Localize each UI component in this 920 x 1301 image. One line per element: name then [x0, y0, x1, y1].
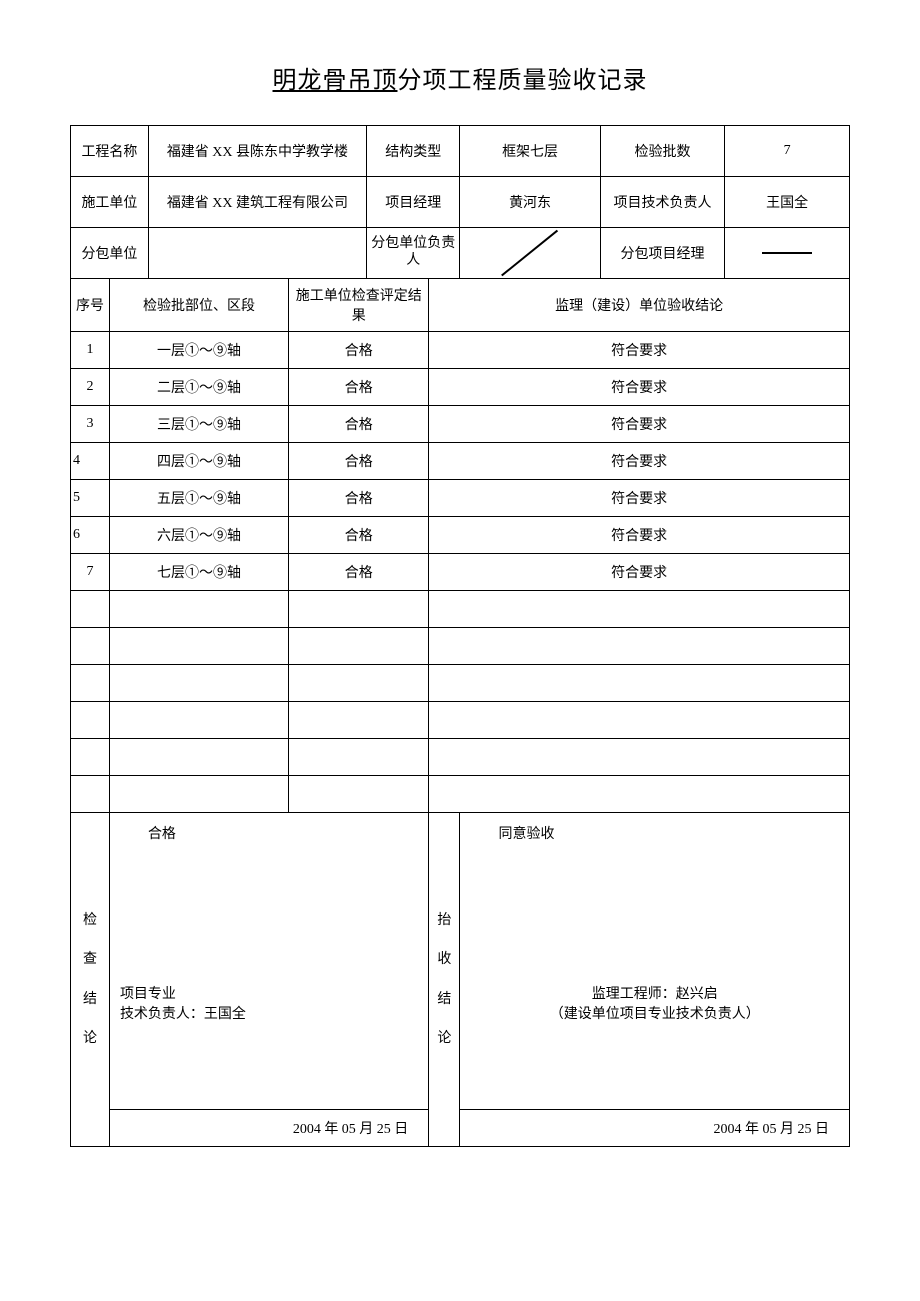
label-project-name: 工程名称	[71, 126, 149, 177]
value-batch-count: 7	[725, 126, 850, 177]
bottom-left-top: 合格	[120, 823, 418, 843]
label-construction-unit: 施工单位	[71, 177, 149, 228]
table-row-empty	[109, 702, 288, 739]
value-tech-lead: 王国全	[725, 177, 850, 228]
value-structure-type: 框架七层	[460, 126, 600, 177]
bottom-left-mid1: 项目专业	[120, 987, 176, 1002]
bottom-left-label: 检 查 结 论	[71, 813, 110, 1147]
value-pm: 黄河东	[460, 177, 600, 228]
bottom-right-label: 抬 收 结 论	[429, 813, 460, 1147]
label-tech-lead: 项目技术负责人	[600, 177, 725, 228]
table-row-conclusion: 符合要求	[429, 369, 850, 406]
bottom-left-block: 合格 项目专业 技术负责人：王国全	[109, 813, 428, 1110]
table-row-result: 合格	[289, 406, 429, 443]
main-table: 工程名称 福建省 XX 县陈东中学教学楼 结构类型 框架七层 检验批数 7 施工…	[70, 125, 850, 1147]
bottom-left-date: 2004 年 05 月 25 日	[109, 1110, 428, 1147]
table-row-empty	[289, 591, 429, 628]
table-row-empty	[429, 702, 850, 739]
table-row-empty	[71, 665, 110, 702]
value-project-name: 福建省 XX 县陈东中学教学楼	[148, 126, 366, 177]
table-row-location: 三层①～⑨轴	[109, 406, 288, 443]
value-subcontract-pm	[725, 228, 850, 279]
table-row-empty	[109, 739, 288, 776]
table-row-empty	[429, 591, 850, 628]
bottom-right-top: 同意验收	[470, 823, 839, 843]
bottom-left-mid2: 技术负责人：王国全	[120, 1007, 246, 1022]
table-row-empty	[429, 739, 850, 776]
table-row-location: 一层①～⑨轴	[109, 332, 288, 369]
table-row-location: 五层①～⑨轴	[109, 480, 288, 517]
bottom-right-mid1: 监理工程师：赵兴启	[592, 987, 718, 1002]
table-row-result: 合格	[289, 369, 429, 406]
value-construction-unit: 福建省 XX 建筑工程有限公司	[148, 177, 366, 228]
table-row-empty	[71, 591, 110, 628]
table-row-empty	[429, 628, 850, 665]
col-conclusion: 监理（建设）单位验收结论	[429, 279, 850, 332]
table-row-result: 合格	[289, 554, 429, 591]
table-row-conclusion: 符合要求	[429, 517, 850, 554]
table-row-conclusion: 符合要求	[429, 480, 850, 517]
table-row-empty	[71, 739, 110, 776]
table-row-empty	[71, 702, 110, 739]
label-structure-type: 结构类型	[367, 126, 460, 177]
label-subcontract-lead: 分包单位负责人	[367, 228, 460, 279]
table-row-empty	[289, 665, 429, 702]
table-row-conclusion: 符合要求	[429, 554, 850, 591]
col-location: 检验批部位、区段	[109, 279, 288, 332]
table-row-seq: 3	[71, 406, 110, 443]
label-subcontract-unit: 分包单位	[71, 228, 149, 279]
table-row-result: 合格	[289, 517, 429, 554]
value-subcontract-lead	[460, 228, 600, 279]
table-row-empty	[429, 665, 850, 702]
table-row-empty	[289, 628, 429, 665]
dash-icon	[762, 252, 812, 254]
table-row-seq: 2	[71, 369, 110, 406]
table-row-seq: 6	[71, 517, 110, 554]
table-row-result: 合格	[289, 480, 429, 517]
table-row-empty	[109, 628, 288, 665]
table-row-seq: 7	[71, 554, 110, 591]
title-rest: 分项工程质量验收记录	[398, 68, 648, 94]
table-row-empty	[109, 776, 288, 813]
table-row-empty	[109, 665, 288, 702]
page-title: 明龙骨吊顶分项工程质量验收记录	[70, 60, 850, 95]
label-pm: 项目经理	[367, 177, 460, 228]
bottom-right-mid2: （建设单位项目专业技术负责人）	[550, 1007, 760, 1022]
table-row-conclusion: 符合要求	[429, 332, 850, 369]
label-subcontract-pm: 分包项目经理	[600, 228, 725, 279]
title-underline: 明龙骨吊顶	[273, 68, 398, 94]
table-row-empty	[109, 591, 288, 628]
table-row-seq: 1	[71, 332, 110, 369]
table-row-empty	[289, 739, 429, 776]
table-row-location: 六层①～⑨轴	[109, 517, 288, 554]
col-seq: 序号	[71, 279, 110, 332]
table-row-location: 四层①～⑨轴	[109, 443, 288, 480]
table-row-conclusion: 符合要求	[429, 443, 850, 480]
col-result: 施工单位检查评定结果	[289, 279, 429, 332]
bottom-right-block: 同意验收 监理工程师：赵兴启 （建设单位项目专业技术负责人）	[460, 813, 850, 1110]
table-row-empty	[71, 628, 110, 665]
table-row-seq: 5	[71, 480, 110, 517]
table-row-empty	[289, 702, 429, 739]
bottom-right-date: 2004 年 05 月 25 日	[460, 1110, 850, 1147]
table-row-result: 合格	[289, 332, 429, 369]
table-row-seq: 4	[71, 443, 110, 480]
value-subcontract-unit	[148, 228, 366, 279]
label-batch-count: 检验批数	[600, 126, 725, 177]
table-row-result: 合格	[289, 443, 429, 480]
table-row-location: 二层①～⑨轴	[109, 369, 288, 406]
table-row-empty	[289, 776, 429, 813]
table-row-empty	[71, 776, 110, 813]
table-row-conclusion: 符合要求	[429, 406, 850, 443]
table-row-location: 七层①～⑨轴	[109, 554, 288, 591]
table-row-empty	[429, 776, 850, 813]
